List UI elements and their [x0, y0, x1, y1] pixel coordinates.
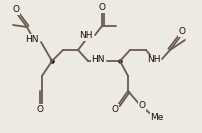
- Text: NH: NH: [79, 32, 93, 41]
- Text: HN: HN: [91, 55, 105, 65]
- Text: NH: NH: [147, 55, 161, 65]
- Text: O: O: [99, 3, 105, 13]
- Text: O: O: [179, 28, 185, 36]
- Text: HN: HN: [25, 34, 39, 43]
- Text: O: O: [112, 105, 119, 113]
- Text: O: O: [139, 101, 145, 111]
- Text: O: O: [13, 5, 20, 14]
- Text: Me: Me: [150, 113, 164, 122]
- Text: O: O: [37, 105, 43, 113]
